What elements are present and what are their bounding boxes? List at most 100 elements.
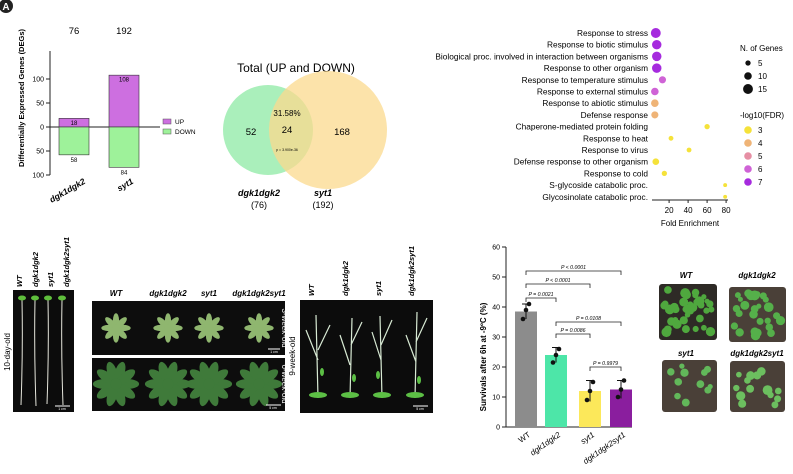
pot-label-triple: dgk1dgk2syt1 bbox=[730, 349, 784, 358]
survival-bar-chart: Survivals after 6h at -9ºC (%) 0 10 20 30 40… bbox=[479, 245, 632, 466]
deg-bar-down bbox=[58, 126, 90, 156]
go-term-label: Defense response bbox=[581, 110, 649, 120]
deg-y-tick-label: 100 bbox=[32, 77, 44, 84]
rosette-3wk-leaf bbox=[105, 328, 116, 339]
pot-plant-leaf bbox=[738, 399, 747, 408]
go-color-legend-dot bbox=[744, 165, 752, 173]
surv-ylabel: Survivals after 6h at -9ºC (%) bbox=[479, 302, 488, 411]
venn-right-total: (192) bbox=[312, 200, 333, 210]
rosette-3wk-leaf bbox=[198, 328, 209, 339]
go-dot bbox=[668, 135, 674, 141]
surv-pvalue: P < 0.0001 bbox=[545, 278, 570, 284]
rosette-6wk-leaf bbox=[96, 369, 116, 385]
go-term-label: Response to cold bbox=[584, 168, 648, 178]
go-dot bbox=[652, 39, 662, 50]
rosette-3wk-leaf bbox=[168, 317, 179, 328]
deg-down-count: 58 bbox=[71, 158, 78, 164]
pot-plant-leaf bbox=[664, 286, 672, 294]
surv-y-tick-label: 10 bbox=[492, 395, 500, 402]
pot-plant-leaf bbox=[736, 371, 742, 378]
rosette-3wk-leaf bbox=[112, 324, 120, 332]
rosette-label-wt: WT bbox=[110, 289, 124, 298]
deg-y-tick-label: 50 bbox=[36, 101, 44, 108]
rosette-6wk-leaf bbox=[110, 378, 122, 390]
go-dot bbox=[651, 99, 659, 107]
deg-ylabel: Differentially Expressed Genes (DEGs) bbox=[17, 29, 26, 167]
pot-plant-leaf bbox=[757, 367, 766, 376]
surv-pvalue: P = 0.0108 bbox=[576, 316, 601, 322]
surv-y-tick-label: 20 bbox=[492, 365, 500, 372]
surv-point bbox=[523, 307, 529, 313]
deg-xlabel-syt: syt1 bbox=[115, 176, 135, 193]
surv-y-tick-label: 40 bbox=[492, 305, 500, 312]
pot-plant-leaf bbox=[660, 301, 669, 310]
mature-scale-text: 5 cm bbox=[416, 407, 424, 411]
venn-left-only: 52 bbox=[246, 127, 257, 138]
pot-plant-leaf bbox=[750, 327, 760, 337]
go-color-legend-label: 7 bbox=[758, 178, 763, 187]
go-x-tick-label: 20 bbox=[665, 206, 674, 215]
go-color-legend-dot bbox=[744, 139, 752, 147]
go-dot bbox=[658, 76, 667, 84]
pot-plant-leaf bbox=[670, 302, 679, 312]
go-size-legend-dot bbox=[743, 84, 753, 94]
go-term-label: Chaperone-mediated protein folding bbox=[516, 122, 649, 132]
pot-plant-leaf bbox=[701, 324, 707, 331]
go-dot bbox=[686, 147, 692, 153]
go-size-legend-label: 5 bbox=[758, 59, 763, 68]
deg-up-count: 18 bbox=[71, 121, 78, 127]
go-size-legend-label: 15 bbox=[758, 85, 767, 94]
go-term-label: S-glycoside catabolic proc. bbox=[549, 180, 648, 190]
surv-point bbox=[550, 360, 556, 365]
pot-plant-leaf bbox=[767, 329, 775, 338]
pot-plant-leaf bbox=[667, 368, 675, 376]
go-dot bbox=[652, 63, 662, 73]
surv-point bbox=[556, 346, 562, 352]
pot-plant-leaf bbox=[774, 387, 782, 395]
venn-overlap: 24 bbox=[282, 125, 293, 136]
rosette-6wk-leaf bbox=[162, 378, 174, 390]
deg-y-tick-label: 100 bbox=[32, 173, 44, 180]
rosette-label-triple: dgk1dgk2syt1 bbox=[232, 289, 286, 298]
surv-point bbox=[520, 316, 526, 322]
seedling-label-triple: dgk1dgk2syt1 bbox=[62, 237, 71, 287]
surv-bracket bbox=[555, 321, 622, 326]
pot-leaves bbox=[660, 286, 786, 409]
surv-y-tick-label: 30 bbox=[492, 335, 500, 342]
pot-plant-leaf bbox=[774, 395, 782, 403]
pot-plant-leaf bbox=[740, 300, 750, 310]
go-term-label: Response to virus bbox=[582, 145, 648, 155]
go-size-legend: 5 10 15 bbox=[743, 59, 767, 94]
surv-bracket bbox=[525, 297, 557, 302]
surv-point bbox=[553, 352, 559, 358]
go-enrichment-plot: Response to stress Response to biotic sti… bbox=[435, 28, 784, 228]
rosette-3wk-leaf bbox=[259, 317, 270, 328]
go-dot bbox=[652, 51, 662, 62]
go-size-legend-dot bbox=[745, 60, 751, 66]
venn-overlap-pct: 31.58% bbox=[273, 109, 300, 118]
pot-plant-leaf bbox=[705, 326, 716, 337]
go-term-label: Glycosinolate catabolic proc. bbox=[542, 192, 648, 202]
deg-legend-up: UP bbox=[175, 119, 184, 126]
pot-plant-leaf bbox=[749, 290, 760, 301]
venn-right-name: syt1 bbox=[314, 188, 332, 198]
deg-bars: 18 58 108 84 bbox=[58, 74, 140, 176]
go-dot bbox=[704, 123, 710, 130]
rosette-6wk-leaf bbox=[168, 383, 188, 399]
pot-plant-leaf bbox=[744, 377, 751, 384]
pot-plant-leaf bbox=[736, 391, 746, 401]
rosette-6wk-leaf bbox=[239, 369, 259, 385]
go-color-legend: 3 4 5 6 7 bbox=[744, 126, 763, 187]
pot-plant-leaf bbox=[682, 290, 691, 300]
go-dot bbox=[651, 111, 659, 119]
deg-legend-up-swatch bbox=[162, 118, 172, 125]
pot-plant-leaf bbox=[733, 384, 740, 392]
deg-y-tick-label: 50 bbox=[36, 149, 44, 156]
venn-left-total: (76) bbox=[251, 200, 267, 210]
pot-plant-leaf bbox=[664, 328, 671, 335]
surv-x-label: WT bbox=[517, 430, 532, 445]
rosette-6wk-leaf bbox=[253, 378, 265, 390]
pot-plant-leaf bbox=[681, 398, 690, 407]
venn-left-name: dgk1dgk2 bbox=[238, 188, 280, 198]
seedling-label-syt: syt1 bbox=[46, 272, 55, 287]
